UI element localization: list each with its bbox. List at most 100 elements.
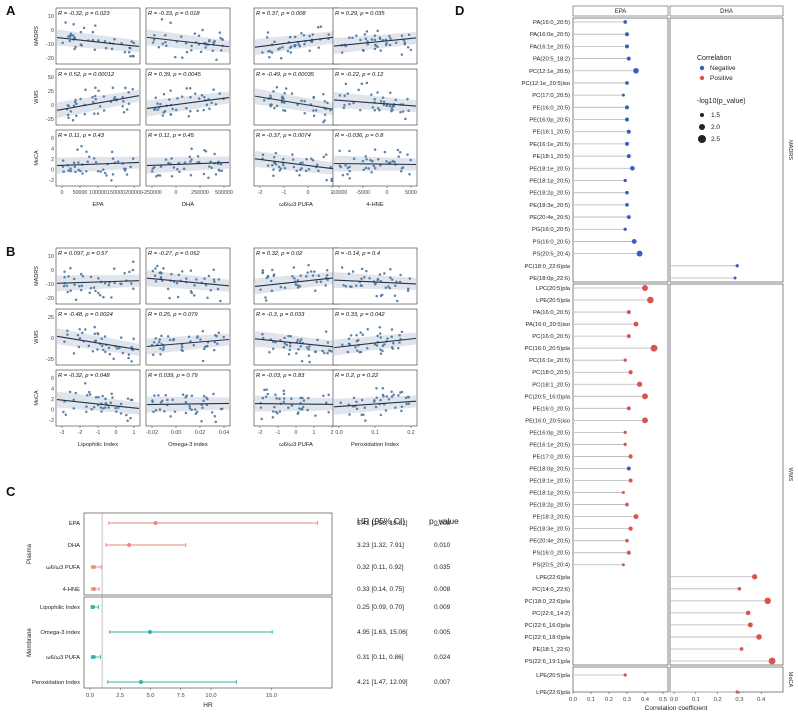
- data-point: [72, 277, 76, 281]
- data-point: [372, 400, 376, 403]
- lipid-label: PC(14:0_22:6): [532, 587, 570, 593]
- panel-a-row-label: MoCA: [34, 150, 40, 166]
- data-point: [91, 95, 94, 99]
- data-point: [303, 111, 306, 115]
- data-point: [298, 44, 302, 48]
- data-point: [156, 173, 160, 177]
- data-point: [83, 112, 87, 116]
- data-point: [381, 96, 385, 99]
- lollipop-point: [626, 406, 631, 411]
- data-point: [167, 161, 170, 165]
- data-point: [171, 398, 174, 402]
- p-value-text: 0.008: [434, 520, 451, 527]
- lipid-label: PA(16:0_20:5)iso: [526, 322, 570, 328]
- hr-ci-text: 4.21 [1.47, 12.09]: [357, 679, 408, 686]
- data-point: [62, 284, 66, 288]
- data-point: [196, 109, 199, 113]
- data-point: [182, 167, 186, 170]
- x-tick-label: 100000: [89, 190, 107, 196]
- data-point: [116, 406, 120, 409]
- correlation-annotation: R = 0.33, p = 0.042: [335, 312, 385, 318]
- data-point: [110, 179, 113, 182]
- legend-size-dot: [700, 113, 704, 117]
- data-point: [394, 406, 397, 409]
- data-point: [151, 170, 154, 173]
- data-point: [96, 170, 100, 173]
- data-point: [85, 405, 88, 408]
- data-point: [180, 270, 184, 273]
- data-point: [369, 158, 372, 162]
- data-point: [263, 388, 266, 392]
- forest-row-label: EPA: [69, 521, 80, 527]
- lollipop-point: [628, 478, 633, 483]
- data-point: [392, 393, 395, 396]
- data-point: [358, 350, 361, 354]
- data-point: [264, 299, 268, 302]
- data-point: [373, 148, 377, 151]
- data-point: [291, 275, 294, 278]
- y-tick-label: 2: [51, 157, 54, 163]
- data-point: [213, 39, 216, 43]
- data-point: [278, 47, 282, 50]
- data-point: [111, 157, 115, 160]
- data-point: [154, 96, 157, 99]
- regression-line: [146, 36, 230, 48]
- x-tick-label: 0.1: [587, 697, 595, 703]
- data-point: [264, 296, 267, 299]
- y-tick-label: 4: [51, 147, 54, 153]
- data-point: [296, 338, 300, 342]
- data-point: [261, 336, 265, 340]
- data-point: [364, 166, 368, 170]
- data-point: [68, 34, 71, 38]
- data-point: [371, 106, 375, 109]
- data-point: [190, 147, 193, 150]
- data-point: [399, 110, 402, 114]
- column-header-epa: EPA: [615, 9, 627, 15]
- regression-line: [146, 338, 230, 348]
- legend-size-label: 1.5: [711, 112, 720, 119]
- data-point: [376, 334, 379, 338]
- data-point: [387, 398, 391, 401]
- data-point: [408, 277, 412, 280]
- data-point: [294, 283, 298, 286]
- data-point: [176, 97, 179, 100]
- x-tick-label: 2: [331, 430, 334, 436]
- data-point: [283, 101, 286, 104]
- x-tick-label: 200000: [125, 190, 143, 196]
- data-point: [218, 31, 222, 34]
- data-point: [92, 157, 96, 160]
- data-point: [297, 348, 300, 351]
- data-point: [169, 89, 172, 92]
- lipid-label: LPC(20:5)pla: [536, 286, 571, 292]
- data-point: [94, 289, 97, 293]
- lollipop-point: [621, 93, 625, 97]
- regression-line: [146, 161, 230, 167]
- data-point: [324, 284, 327, 287]
- data-point: [157, 340, 161, 344]
- lollipop-point: [735, 690, 739, 694]
- data-point: [79, 30, 83, 34]
- data-point: [80, 144, 83, 148]
- data-point: [127, 51, 131, 54]
- data-point: [271, 164, 274, 167]
- data-point: [269, 94, 272, 98]
- data-point: [190, 158, 193, 161]
- correlation-annotation: R = -0.14, p = 0.4: [335, 251, 380, 257]
- data-point: [287, 353, 291, 356]
- lipid-label: PE(18:1e_20:5): [529, 166, 570, 172]
- lollipop-point: [752, 574, 758, 580]
- y-tick-label: 0: [51, 28, 54, 34]
- facet-row-label: WMS: [787, 468, 793, 482]
- x-axis-label: DHA: [182, 202, 194, 208]
- data-point: [214, 103, 218, 106]
- group-strip: [24, 513, 34, 595]
- data-point: [190, 49, 193, 52]
- data-point: [260, 417, 263, 421]
- x-axis-label: Correlation coefficient: [645, 705, 708, 712]
- correlation-annotation: R = 0.039, p = 0.79: [148, 373, 198, 379]
- lollipop-point: [621, 563, 625, 567]
- data-point: [398, 333, 401, 337]
- data-point: [404, 117, 407, 121]
- confidence-band: [255, 88, 337, 116]
- correlation-annotation: R = 0.2, p = 0.22: [335, 373, 379, 379]
